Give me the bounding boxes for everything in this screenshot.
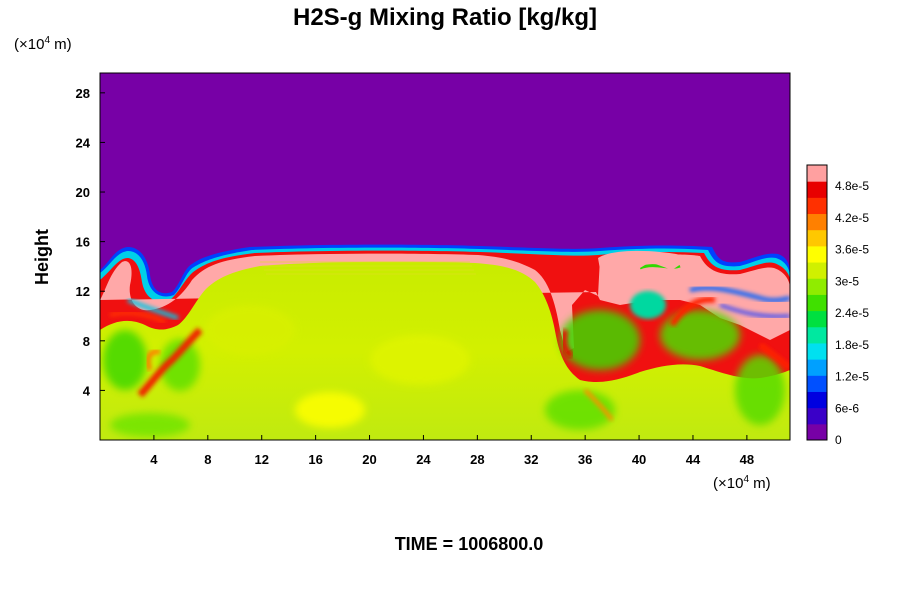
- colorbar-label: 2.4e-5: [835, 306, 869, 320]
- time-label: TIME = 1006800.0: [395, 534, 544, 554]
- colorbar-labels: 0 6e-6 1.2e-5 1.8e-5 2.4e-5 3e-5 3.6e-5 4.2e-5 4…: [835, 179, 869, 447]
- mottle-green-4: [660, 310, 740, 360]
- colorbar-swatch: [807, 294, 827, 312]
- colorbar-swatch: [807, 245, 827, 263]
- x-tick-label: 28: [470, 452, 484, 467]
- filament-orange-right: [583, 388, 614, 422]
- y-axis-unit: (×104 m): [14, 35, 72, 53]
- mottle-green-5: [735, 355, 785, 425]
- colorbar-swatch: [807, 213, 827, 231]
- filament-orange-left: [145, 349, 161, 371]
- colorbar-swatch: [807, 229, 827, 247]
- colorbar-label: 1.2e-5: [835, 370, 869, 384]
- mixing-ratio-field: [100, 73, 790, 440]
- plume-pink-lobe-right: [598, 250, 690, 298]
- stratification-lines: [260, 261, 476, 275]
- y-tick-label: 16: [76, 235, 90, 250]
- mottle-yellow-3: [205, 305, 295, 355]
- x-axis-unit: (×104 m): [713, 474, 771, 492]
- y-tick-label: 20: [76, 185, 90, 200]
- x-axis-ticks: 4 8 12 16 20 24 28 32 36 40 44 48: [150, 435, 754, 467]
- colorbar-swatch: [807, 181, 827, 198]
- y-tick-label: 12: [76, 284, 90, 299]
- colorbar-swatch: [807, 165, 827, 182]
- x-tick-label: 8: [204, 452, 211, 467]
- mottle-green-2: [160, 339, 200, 391]
- y-tick-label: 4: [83, 383, 91, 398]
- mottle-yellow-2: [370, 335, 470, 385]
- filament-blue-right-2: [719, 303, 790, 318]
- mottle-green-1: [103, 330, 147, 390]
- y-axis-ticks: 4 8 12 16 20 24 28: [76, 86, 105, 398]
- colorbar-swatch: [807, 197, 827, 215]
- colorbar-swatch: [807, 342, 827, 360]
- x-tick-label: 20: [362, 452, 376, 467]
- colorbar-label: 4.2e-5: [835, 211, 869, 225]
- filament-red-left-2: [109, 311, 166, 324]
- colorbar-label: 4.8e-5: [835, 179, 869, 193]
- y-axis-label: Height: [32, 229, 52, 285]
- filament-blue-right: [689, 286, 790, 303]
- colorbar-swatch: [807, 359, 827, 376]
- filament-red-right-3: [560, 329, 574, 359]
- y-tick-label: 28: [76, 86, 90, 101]
- colorbar-swatch: [807, 423, 827, 441]
- eddy-teal: [630, 291, 666, 319]
- filament-cyan-left: [127, 298, 179, 320]
- mottle-green-3: [560, 310, 640, 370]
- plot-frame: [99, 72, 791, 441]
- mottle-yellow-1: [295, 392, 365, 428]
- x-tick-label: 12: [254, 452, 268, 467]
- colorbar-swatch: [807, 391, 827, 409]
- colorbar-label: 3.6e-5: [835, 243, 869, 257]
- colorbar-swatch: [807, 326, 827, 344]
- filament-red-right-2: [758, 342, 790, 371]
- colorbar-label: 3e-5: [835, 274, 859, 288]
- x-tick-label: 32: [524, 452, 538, 467]
- y-tick-label: 8: [83, 334, 90, 349]
- filament-red-right: [669, 296, 716, 327]
- colorbar-swatch: [807, 375, 827, 392]
- colorbar-swatch: [807, 278, 827, 295]
- x-tick-label: 48: [740, 452, 754, 467]
- x-tick-label: 40: [632, 452, 646, 467]
- mottle-green-7: [110, 413, 190, 437]
- colorbar-swatch: [807, 407, 827, 425]
- chart-title: H2S-g Mixing Ratio [kg/kg]: [293, 4, 597, 31]
- x-tick-label: 4: [150, 452, 158, 467]
- colorbar-label: 0: [835, 433, 842, 447]
- filament-red-left: [137, 327, 203, 398]
- colorbar-swatch: [807, 310, 827, 328]
- colorbar-label: 1.8e-5: [835, 338, 869, 352]
- colorbar-label: 6e-6: [835, 401, 859, 415]
- colorbar: [806, 164, 828, 441]
- x-tick-label: 16: [308, 452, 322, 467]
- x-tick-label: 44: [686, 452, 701, 467]
- x-tick-label: 36: [578, 452, 592, 467]
- x-tick-label: 24: [416, 452, 431, 467]
- y-tick-label: 24: [76, 135, 91, 150]
- colorbar-swatch: [807, 262, 827, 279]
- colorbar-frame: [806, 164, 828, 441]
